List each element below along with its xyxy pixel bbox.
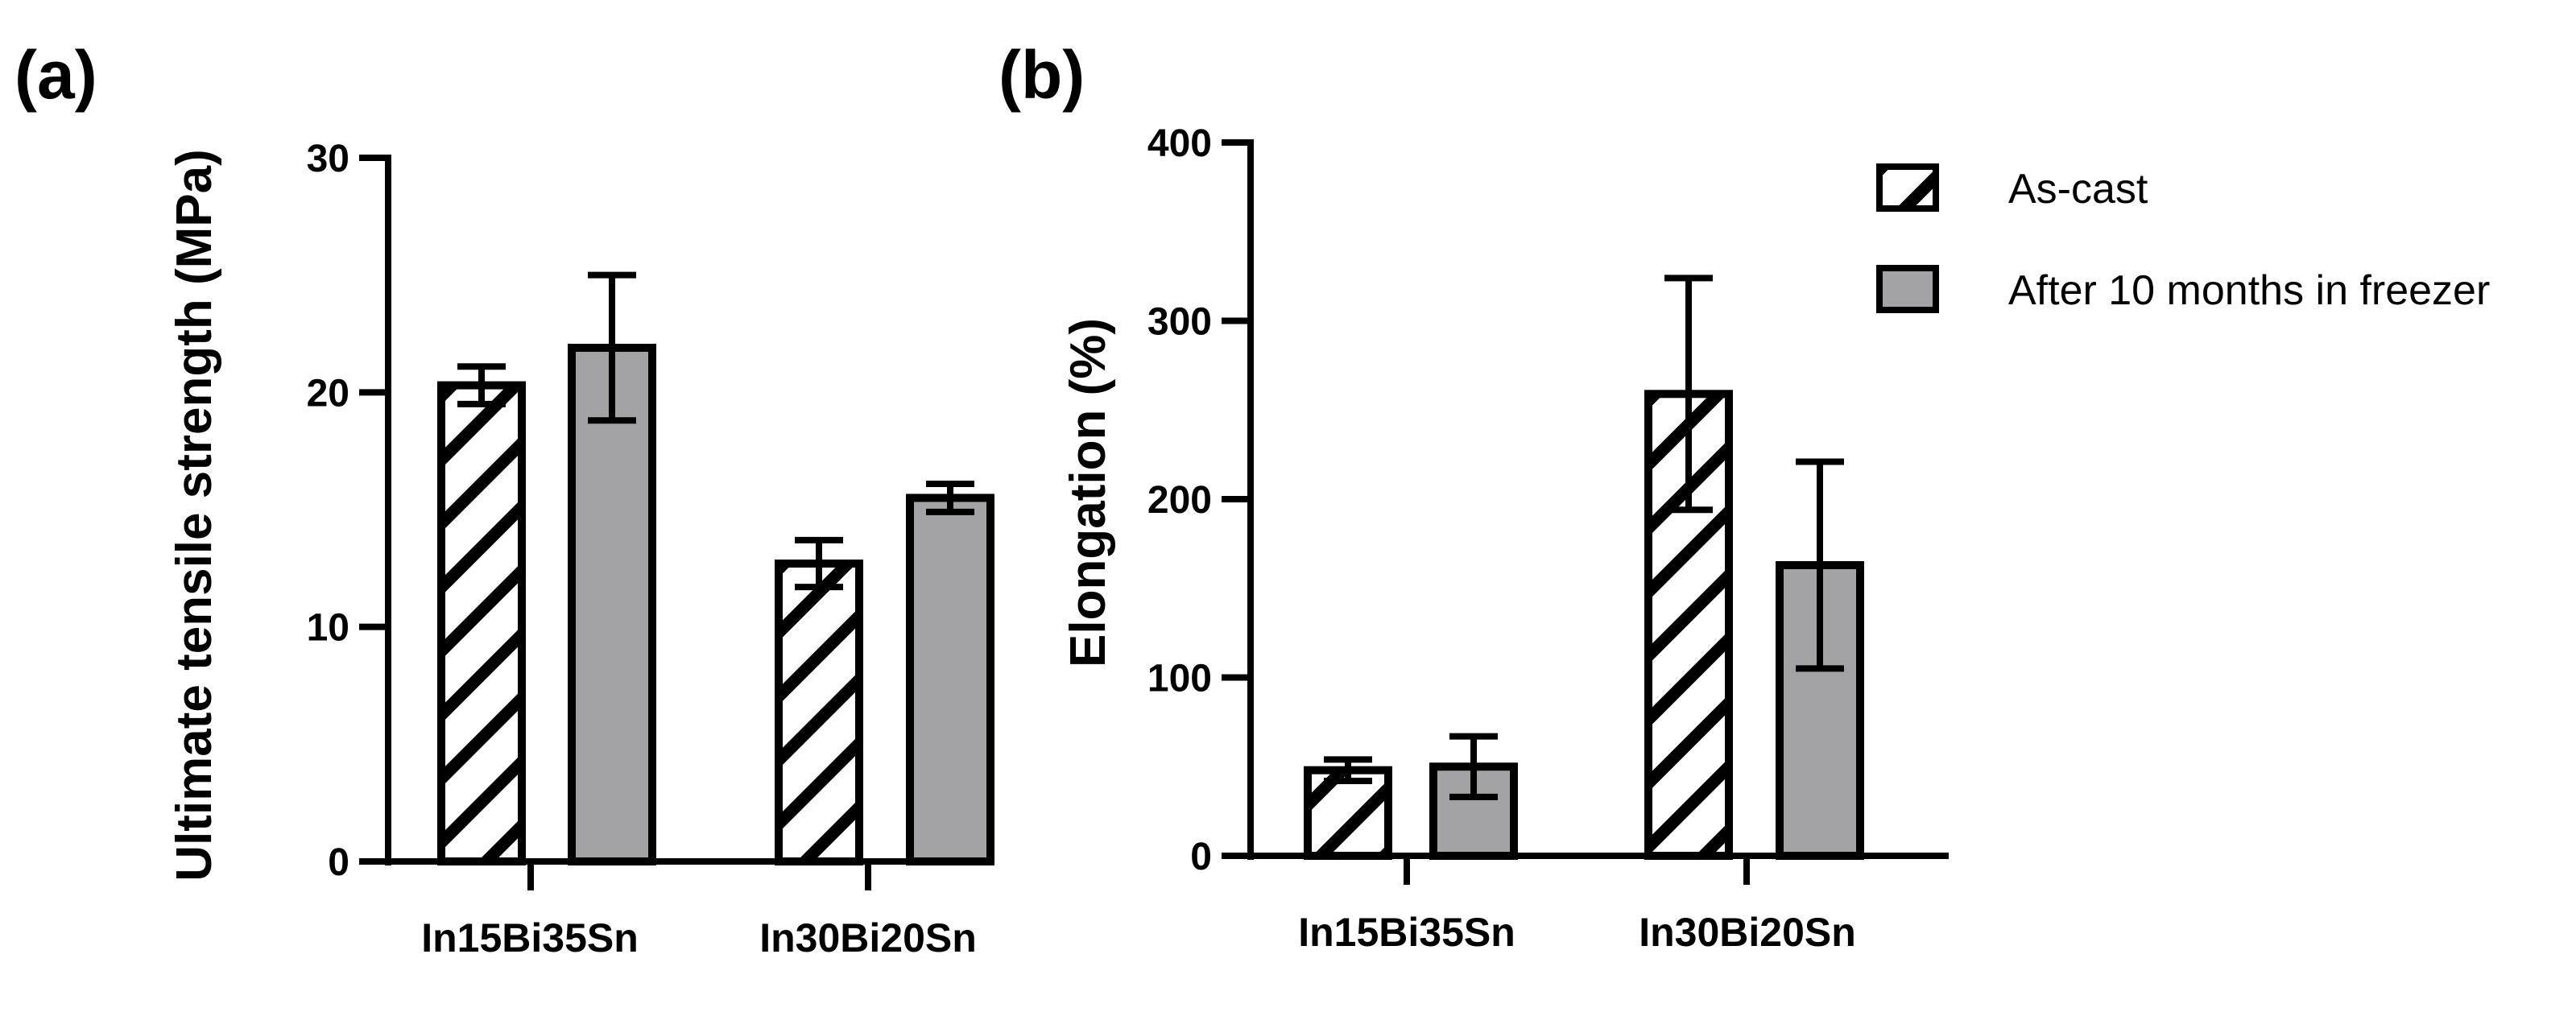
- legend-item-as-cast: As-cast: [1876, 163, 2148, 213]
- panel-a-y-tick-label-10: 10: [307, 607, 349, 650]
- panel-a-plot-area: 0 10 20 30 In15Bi35Sn In30Bi20Sn: [307, 138, 994, 960]
- legend-label-as-cast: As-cast: [2008, 166, 2148, 213]
- legend: As-cast After 10 months in freezer: [1876, 163, 2490, 314]
- panel-b-x-category-label-in30bi20sn: In30Bi20Sn: [1639, 910, 1856, 955]
- panel-b-y-tick-label-0: 0: [1190, 836, 1212, 878]
- panel-a-bar-in30bi20sn-as-cast: [775, 560, 863, 865]
- panel-b-y-tick-label-100: 100: [1147, 658, 1212, 700]
- legend-swatch-after-10-months: [1876, 265, 1939, 313]
- panel-a-bar-in30bi20sn-after-10-months-in-freezer: [906, 494, 994, 866]
- panel-a-y-axis-title: Ultimate tensile strength (MPa): [167, 149, 222, 881]
- panel-a-bar-in15bi35sn-after-10-months-in-freezer: [568, 343, 656, 866]
- panel-a-tag: (a): [14, 37, 97, 113]
- panel-a-x-category-label-in15bi35sn: In15Bi35Sn: [421, 915, 639, 960]
- panel-b-tag: (b): [999, 37, 1085, 113]
- legend-item-after-10-months: After 10 months in freezer: [1876, 265, 2490, 314]
- panel-b-y-axis-title: Elongation (%): [1061, 318, 1116, 667]
- panel-b-y-tick-label-200: 200: [1147, 479, 1212, 522]
- panel-b-x-category-label-in15bi35sn: In15Bi35Sn: [1298, 910, 1515, 955]
- panel-a-y-tick-label-20: 20: [307, 372, 349, 415]
- panel-b-y-tick-label-300: 300: [1147, 301, 1212, 344]
- legend-swatch-as-cast: [1876, 163, 1939, 212]
- panel-a-x-category-label-in30bi20sn: In30Bi20Sn: [759, 915, 977, 960]
- panel-b-plot-area: 0 100 200 300 400 In15Bi35Sn In30Bi20Sn: [1147, 122, 1949, 955]
- panel-b-y-tick-label-400: 400: [1147, 122, 1212, 165]
- panel-b-chart: (b) Elongation (%) 0 100 200 300 400 In15Bi35…: [999, 37, 1949, 955]
- panel-a-bar-in15bi35sn-as-cast: [437, 381, 526, 865]
- legend-label-after-10-months: After 10 months in freezer: [2008, 267, 2490, 314]
- panel-a-y-tick-label-30: 30: [307, 138, 349, 180]
- panel-a-chart: (a) Ultimate tensile strength (MPa) 0 10 2…: [14, 37, 994, 960]
- panel-a-y-tick-label-0: 0: [328, 841, 349, 884]
